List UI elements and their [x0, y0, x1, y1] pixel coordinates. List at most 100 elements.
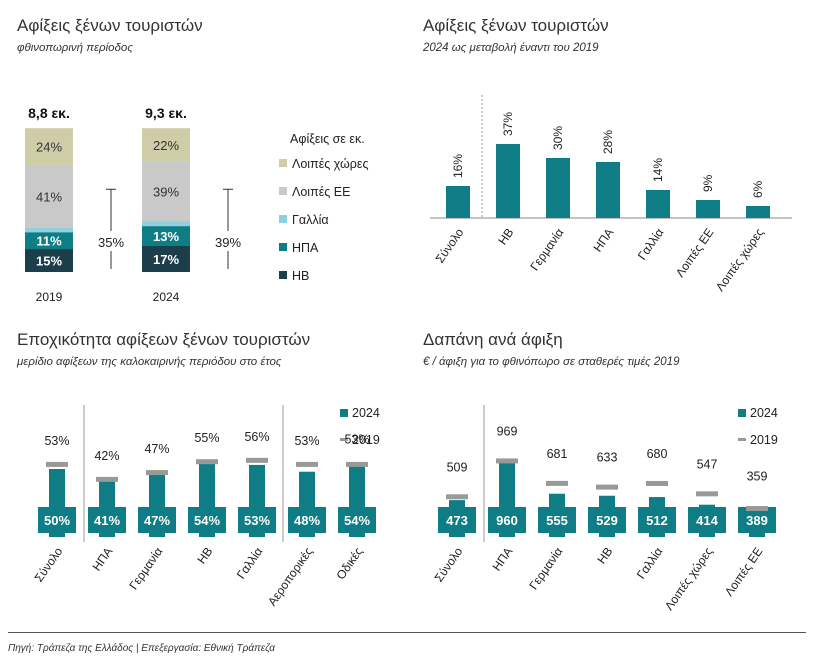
- c3-xtick-2: Γερμανία: [126, 545, 165, 593]
- chart2-value-label-4: 14%: [651, 158, 665, 182]
- chart3-subtitle: μερίδιο αφίξεων της καλοκαιρινής περιόδο…: [17, 356, 282, 368]
- c4-marker-4: [646, 480, 668, 486]
- chart1-legend-title: Αφίξεις σε εκ.: [290, 132, 365, 146]
- chart1-segment-0-1: [142, 245, 190, 272]
- chart1-segment-4-0: [25, 128, 73, 165]
- c4-legend-swatch-2019: [738, 438, 746, 441]
- chart1-xtick-0: 2019: [36, 290, 63, 304]
- chart1-legend-swatch-3: [279, 243, 287, 251]
- chart1-bracket-bg-1: [212, 231, 244, 251]
- chart2-bar-5: [696, 200, 720, 218]
- chart1-segment-4-1: [142, 128, 190, 162]
- c4-marker-1: [496, 458, 518, 464]
- c4-bar-labelbox-0: [438, 507, 476, 533]
- c3-value-label-6: 54%: [344, 513, 370, 528]
- chart1-legend-label-2: Γαλλία: [292, 213, 329, 227]
- chart1-segment-2-0: [25, 227, 73, 233]
- c4-value-label-2: 555: [546, 513, 568, 528]
- c3-legend-label-2024: 2024: [352, 406, 380, 420]
- c4-bar-labelbox-5: [688, 507, 726, 533]
- chart2-bar-1: [496, 144, 520, 218]
- chart2-xtick-1: ΗΒ: [495, 226, 516, 248]
- c3-marker-label-1: 42%: [94, 449, 119, 463]
- c4-value-label-6: 389: [746, 513, 768, 528]
- c3-bar-labelbox-3: [188, 507, 226, 533]
- chart1-segment-3-0: [25, 164, 73, 228]
- c4-bar-labelbox-1: [488, 507, 526, 533]
- c3-marker-0: [46, 461, 68, 467]
- c3-marker-5: [296, 461, 318, 467]
- c3-marker-6: [346, 461, 368, 467]
- c3-marker-label-0: 53%: [44, 434, 69, 448]
- c3-legend-label-2019: 2019: [352, 433, 380, 447]
- chart1-segment-label-4-0: 24%: [36, 140, 62, 155]
- c4-legend-swatch-2024: [738, 409, 746, 417]
- c3-xtick-3: ΗΒ: [194, 545, 215, 567]
- chart2-value-label-2: 30%: [551, 126, 565, 150]
- c3-marker-3: [196, 459, 218, 465]
- c4-xtick-6: Λοιπές ΕΕ: [722, 545, 766, 599]
- chart1-segment-label-1-1: 13%: [153, 229, 179, 244]
- c3-xtick-0: Σύνολο: [32, 544, 66, 584]
- chart1-segment-label-1-0: 11%: [36, 234, 62, 249]
- c4-value-label-5: 414: [696, 513, 718, 528]
- c4-marker-5: [696, 491, 718, 497]
- c3-value-label-3: 54%: [194, 513, 220, 528]
- c3-bar-labelbox-2: [138, 507, 176, 533]
- c4-value-label-1: 960: [496, 513, 518, 528]
- chart1-legend-label-1: Λοιπές ΕΕ: [292, 185, 350, 199]
- c3-marker-label-2: 47%: [144, 442, 169, 456]
- chart1-total-0: 8,8 εκ.: [28, 105, 70, 121]
- c4-xtick-5: Λοιπές χώρες: [662, 545, 716, 613]
- chart1-stacked-bar: 15% 11% 41% 24% 8,8 εκ. 2019 35% 17% 13% 39% 22% 9,…: [25, 105, 368, 304]
- chart1-segment-0-0: [25, 249, 73, 272]
- chart1-segment-3-1: [142, 161, 190, 222]
- c3-value-label-1: 41%: [94, 513, 120, 528]
- chart2-change-bar: 16% Σύνολο 37% ΗΒ 30% Γερμανία 28% ΗΠΑ 14% Γαλλία…: [430, 95, 792, 294]
- chart1-segment-label-0-0: 15%: [36, 254, 62, 269]
- c4-legend-label-2024: 2024: [750, 406, 778, 420]
- c4-xtick-3: ΗΒ: [594, 545, 615, 567]
- chart2-xtick-2: Γερμανία: [527, 226, 566, 274]
- c4-marker-label-2: 681: [547, 447, 568, 461]
- c3-legend-swatch-2024: [340, 409, 348, 417]
- chart1-bracket-label-0: 35%: [98, 235, 124, 250]
- c3-bar-labelbox-5: [288, 507, 326, 533]
- c4-marker-2: [546, 480, 568, 486]
- c4-bar-labelbox-2: [538, 507, 576, 533]
- chart1-segment-1-1: [142, 226, 190, 246]
- chart1-legend-swatch-4: [279, 271, 287, 279]
- c3-marker-label-5: 53%: [294, 434, 319, 448]
- c3-bar-labelbox-6: [338, 507, 376, 533]
- chart1-segment-label-4-1: 22%: [153, 138, 179, 153]
- chart1-legend-label-3: ΗΠΑ: [292, 241, 319, 255]
- c3-marker-4: [246, 457, 268, 463]
- chart3-seasonality-bar: 2024 2019 50% 53% Σύνολο 41% 42% ΗΠΑ 47% 47% Γερμα…: [32, 405, 380, 609]
- chart1-title: Αφίξεις ξένων τουριστών: [17, 16, 203, 35]
- chart4-title: Δαπάνη ανά άφιξη: [423, 330, 563, 349]
- chart1-segment-label-3-0: 41%: [36, 189, 62, 204]
- c4-xtick-2: Γερμανία: [526, 545, 565, 593]
- chart2-value-label-6: 6%: [751, 180, 765, 198]
- chart2-bar-4: [646, 190, 670, 218]
- chart2-value-label-3: 28%: [601, 130, 615, 154]
- chart1-legend-label-0: Λοιπές χώρες: [292, 157, 368, 171]
- c3-xtick-6: Οδικές: [333, 545, 365, 583]
- chart1-total-1: 9,3 εκ.: [145, 105, 187, 121]
- c4-marker-3: [596, 484, 618, 490]
- c4-bar-labelbox-6: [738, 507, 776, 533]
- chart2-bar-3: [596, 162, 620, 218]
- c4-marker-0: [446, 494, 468, 500]
- chart1-subtitle: φθινοπωρινή περίοδος: [17, 42, 133, 54]
- chart2-subtitle: 2024 ως μεταβολή έναντι του 2019: [423, 42, 599, 54]
- c4-xtick-1: ΗΠΑ: [489, 545, 515, 574]
- chart2-xtick-4: Γαλλία: [635, 226, 667, 263]
- chart1-legend-label-4: ΗΒ: [292, 269, 309, 283]
- c3-xtick-5: Αεροπορικές: [265, 545, 316, 609]
- chart1-segment-1-0: [25, 232, 73, 250]
- chart1-legend-swatch-0: [279, 159, 287, 167]
- chart1-xtick-1: 2024: [153, 290, 180, 304]
- chart3-title: Εποχικότητα αφίξεων ξένων τουριστών: [17, 330, 311, 349]
- c4-marker-label-4: 680: [647, 447, 668, 461]
- c4-marker-label-3: 633: [597, 451, 618, 465]
